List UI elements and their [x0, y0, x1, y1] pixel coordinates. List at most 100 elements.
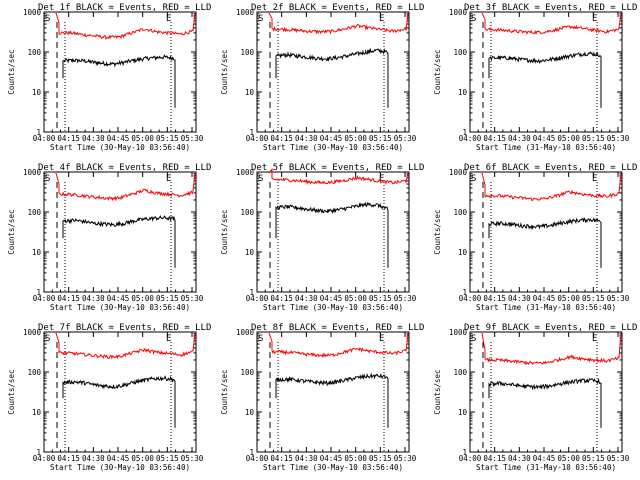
x-tick-label: 04:00: [33, 454, 56, 463]
detector-panel-1: Det 1f BLACK = Events, RED = LLD Counts/s…: [7, 3, 211, 152]
end-marker: E: [166, 14, 171, 24]
x-tick-label: 05:30: [394, 294, 417, 303]
panel-title: Det 6f BLACK = Events, RED = LLD: [464, 163, 637, 173]
events-series-line: [488, 377, 602, 428]
y-axis-label: Counts/sec: [433, 209, 442, 254]
y-tick-label: 1000: [449, 168, 468, 177]
events-series-line: [62, 215, 176, 268]
panel-title: Det 3f BLACK = Events, RED = LLD: [464, 3, 637, 13]
plot-frame: [43, 331, 197, 453]
events-series-line: [275, 372, 389, 428]
x-tick-label: 05:00: [344, 134, 367, 143]
y-tick-label: 1: [36, 128, 41, 137]
x-tick-label: 05:15: [369, 454, 392, 463]
start-marker: S: [258, 14, 263, 24]
x-tick-label: 05:00: [557, 134, 580, 143]
events-series-line: [62, 54, 176, 108]
detector-panel-3: Det 3f BLACK = Events, RED = LLD Counts/s…: [433, 3, 637, 152]
plot-frame: [256, 331, 410, 453]
y-axis-label: Counts/sec: [7, 209, 16, 254]
events-series-line: [275, 201, 389, 268]
x-tick-label: 04:15: [483, 454, 506, 463]
x-tick-label: 05:15: [369, 134, 392, 143]
y-axis-label: Counts/sec: [433, 369, 442, 414]
y-tick-label: 10: [245, 88, 255, 97]
x-tick-label: 04:15: [57, 294, 80, 303]
y-tick-label: 1000: [236, 168, 255, 177]
y-tick-label: 1000: [236, 328, 255, 337]
x-axis-label: Start Time (30-May-10 03:56:40): [263, 143, 403, 152]
y-axis-label: Counts/sec: [7, 369, 16, 414]
y-tick-label: 1: [36, 448, 41, 457]
x-axis-label: Start Time (30-May-10 03:56:40): [263, 463, 403, 472]
y-tick-label: 1: [462, 448, 467, 457]
x-tick-label: 04:45: [320, 294, 343, 303]
y-tick-label: 10: [458, 88, 468, 97]
plot-frame: [43, 171, 197, 293]
x-tick-label: 04:45: [533, 294, 556, 303]
y-tick-label: 1000: [449, 8, 468, 17]
x-tick-label: 04:15: [57, 134, 80, 143]
y-tick-label: 1000: [236, 8, 255, 17]
y-tick-label: 100: [27, 208, 41, 217]
x-tick-label: 04:30: [508, 294, 531, 303]
events-series-line: [488, 51, 602, 108]
x-tick-label: 05:00: [344, 294, 367, 303]
lld-series-line: [268, 12, 409, 35]
x-tick-label: 05:15: [369, 294, 392, 303]
detector-panel-6: Det 6f BLACK = Events, RED = LLD Counts/s…: [433, 163, 637, 312]
start-marker: S: [45, 334, 50, 344]
plot-frame: [469, 11, 623, 133]
x-tick-label: 04:30: [508, 134, 531, 143]
x-axis-label: Start Time (30-May-10 03:56:40): [263, 303, 403, 312]
end-marker: E: [592, 174, 597, 184]
x-axis-label: Start Time (31-May-10 03:56:40): [476, 143, 616, 152]
lld-series-line: [481, 332, 622, 366]
x-tick-label: 04:30: [82, 294, 105, 303]
y-tick-label: 100: [27, 48, 41, 57]
x-tick-label: 04:15: [57, 454, 80, 463]
x-tick-label: 04:45: [107, 294, 130, 303]
x-tick-label: 04:30: [508, 454, 531, 463]
y-tick-label: 100: [453, 48, 467, 57]
y-tick-label: 1: [249, 128, 254, 137]
lld-series-line: [55, 172, 196, 202]
y-tick-label: 1: [462, 128, 467, 137]
x-axis-label: Start Time (30-May-10 03:56:40): [50, 463, 190, 472]
y-axis-label: Counts/sec: [433, 49, 442, 94]
x-tick-label: 04:30: [295, 454, 318, 463]
events-series-line: [488, 217, 602, 268]
y-tick-label: 1: [462, 288, 467, 297]
detector-panel-5: Det 5f BLACK = Events, RED = LLD Counts/s…: [220, 163, 424, 312]
detector-panel-2: Det 2f BLACK = Events, RED = LLD Counts/s…: [220, 3, 424, 152]
x-tick-label: 04:00: [246, 134, 269, 143]
x-tick-label: 05:00: [131, 454, 154, 463]
x-tick-label: 05:30: [181, 294, 204, 303]
x-tick-label: 05:30: [607, 134, 630, 143]
x-tick-label: 05:00: [557, 454, 580, 463]
x-tick-label: 05:15: [582, 294, 605, 303]
x-tick-label: 05:30: [181, 454, 204, 463]
x-tick-label: 04:00: [246, 454, 269, 463]
start-marker: S: [45, 14, 50, 24]
end-marker: E: [592, 334, 597, 344]
x-tick-label: 04:15: [270, 454, 293, 463]
y-tick-label: 1: [36, 288, 41, 297]
plot-frame: [43, 11, 197, 133]
x-tick-label: 04:00: [33, 294, 56, 303]
end-marker: E: [166, 334, 171, 344]
panel-title: Det 7f BLACK = Events, RED = LLD: [38, 323, 211, 333]
x-tick-label: 04:15: [270, 294, 293, 303]
x-tick-label: 04:45: [320, 454, 343, 463]
x-tick-label: 05:15: [582, 134, 605, 143]
start-marker: S: [471, 14, 476, 24]
y-tick-label: 10: [32, 408, 42, 417]
x-tick-label: 04:15: [483, 134, 506, 143]
y-tick-label: 100: [453, 208, 467, 217]
x-tick-label: 05:15: [582, 454, 605, 463]
detector-panel-9: Det 9f BLACK = Events, RED = LLD Counts/s…: [433, 323, 637, 472]
y-tick-label: 10: [32, 248, 42, 257]
detector-panel-7: Det 7f BLACK = Events, RED = LLD Counts/s…: [7, 323, 211, 472]
panel-title: Det 4f BLACK = Events, RED = LLD: [38, 163, 211, 173]
plot-frame: [256, 171, 410, 293]
